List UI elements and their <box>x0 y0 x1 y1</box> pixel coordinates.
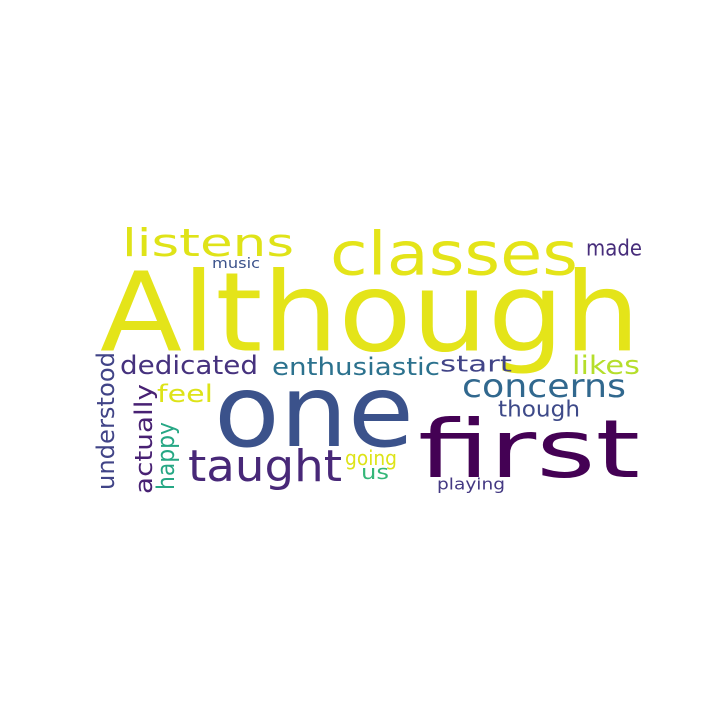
word-happy: happy <box>151 422 180 490</box>
word-likes: likes <box>572 349 640 381</box>
word-classes: classes <box>330 218 578 289</box>
word-playing: playing <box>437 474 505 494</box>
word-dedicated: dedicated <box>120 349 258 381</box>
word-though: though <box>498 396 580 422</box>
word-start: start <box>440 351 512 377</box>
word-although: Although <box>100 248 640 377</box>
word-feel: feel <box>157 379 213 408</box>
word-made: made <box>586 235 642 261</box>
word-music: music <box>212 254 260 272</box>
word-concerns: concerns <box>462 367 626 405</box>
word-taught: taught <box>188 440 342 492</box>
word-first: first <box>418 402 640 497</box>
word-enthusiastic: enthusiastic <box>272 352 440 381</box>
word-going: going <box>345 446 397 470</box>
word-understood: understood <box>91 352 120 490</box>
word-us: us <box>361 460 389 484</box>
word-listens: listens <box>122 220 294 266</box>
word-one: one <box>214 353 414 470</box>
